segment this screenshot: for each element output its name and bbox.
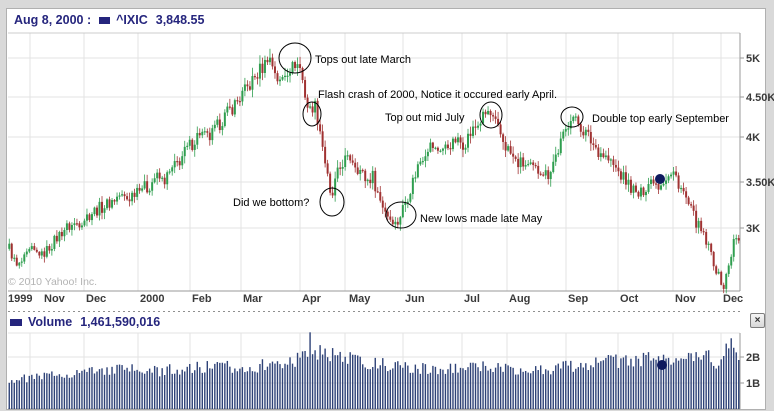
svg-text:4K: 4K bbox=[746, 132, 760, 144]
svg-text:3K: 3K bbox=[746, 223, 760, 235]
svg-text:Mar: Mar bbox=[243, 293, 263, 305]
svg-text:Sep: Sep bbox=[568, 293, 588, 305]
series-legend-icon bbox=[99, 16, 111, 24]
svg-text:4.50K: 4.50K bbox=[746, 92, 774, 104]
svg-text:2B: 2B bbox=[746, 352, 760, 364]
copyright-notice: © 2010 Yahoo! Inc. bbox=[8, 276, 98, 288]
svg-text:Nov: Nov bbox=[675, 293, 697, 305]
volume-value: 1,461,590,016 bbox=[80, 315, 161, 329]
svg-text:Double top early September: Double top early September bbox=[592, 113, 729, 125]
svg-text:1999: 1999 bbox=[8, 293, 32, 305]
svg-text:Jul: Jul bbox=[464, 293, 480, 305]
svg-text:Did we bottom?: Did we bottom? bbox=[233, 197, 309, 209]
volume-series bbox=[8, 332, 740, 409]
svg-text:Apr: Apr bbox=[302, 293, 322, 305]
svg-text:Aug: Aug bbox=[509, 293, 530, 305]
svg-text:Jun: Jun bbox=[405, 293, 425, 305]
svg-text:Tops out late March: Tops out late March bbox=[315, 54, 411, 66]
svg-text:May: May bbox=[349, 293, 371, 305]
svg-text:Flash crash of 2000, Notice it: Flash crash of 2000, Notice it occured e… bbox=[318, 89, 557, 101]
chart-header: Aug 8, 2000 : ^IXIC 3,848.55 bbox=[14, 12, 204, 28]
volume-legend-icon bbox=[10, 318, 22, 326]
annotation-layer: Tops out late March Flash crash of 2000, … bbox=[233, 42, 729, 229]
svg-text:1B: 1B bbox=[746, 378, 760, 390]
candlestick-series bbox=[8, 48, 740, 294]
y-axis-labels: 5K 4.50K 4K 3.50K 3K 2B 1B bbox=[746, 53, 774, 390]
symbol-label: ^IXIC bbox=[116, 13, 148, 27]
cursor-markers bbox=[655, 174, 667, 370]
close-volume-button[interactable]: × bbox=[750, 313, 765, 328]
svg-text:Feb: Feb bbox=[192, 293, 212, 305]
svg-text:Dec: Dec bbox=[723, 293, 743, 305]
svg-text:Oct: Oct bbox=[620, 293, 639, 305]
svg-text:Dec: Dec bbox=[86, 293, 106, 305]
svg-text:Nov: Nov bbox=[44, 293, 66, 305]
svg-text:5K: 5K bbox=[746, 53, 760, 65]
svg-text:New lows made late May: New lows made late May bbox=[420, 213, 543, 225]
x-axis-labels: 1999 Nov Dec 2000 Feb Mar Apr May Jun Jul Aug Sep Oc… bbox=[8, 293, 743, 305]
date-label: Aug 8, 2000 : bbox=[14, 13, 92, 27]
svg-text:Top out mid July: Top out mid July bbox=[385, 112, 465, 124]
volume-header: Volume 1,461,590,016 bbox=[10, 315, 160, 329]
svg-text:2000: 2000 bbox=[140, 293, 164, 305]
last-price: 3,848.55 bbox=[155, 13, 205, 27]
volume-label: Volume bbox=[28, 315, 73, 329]
svg-text:3.50K: 3.50K bbox=[746, 177, 774, 189]
